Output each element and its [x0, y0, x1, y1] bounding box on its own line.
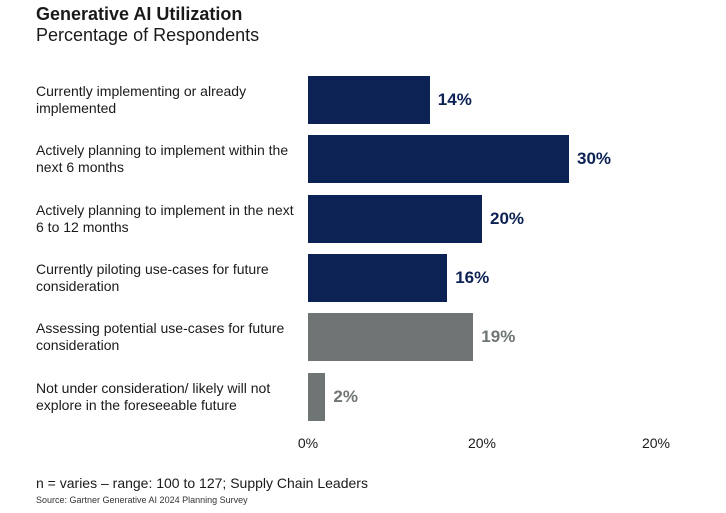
category-label: Not under consideration/ likely will not…	[36, 379, 271, 413]
x-tick-label: 20%	[641, 435, 671, 451]
bar	[308, 194, 482, 243]
value-label: 20%	[490, 208, 525, 228]
chart-title: Generative AI Utilization	[36, 4, 243, 24]
bar	[308, 253, 448, 302]
source: Source: Gartner Generative AI 2024 Plann…	[36, 495, 248, 505]
value-label: 19%	[481, 327, 516, 347]
value-label: 2%	[333, 386, 358, 406]
footnote: n = varies – range: 100 to 127; Supply C…	[36, 475, 368, 491]
value-label: 30%	[577, 149, 612, 169]
category-label: Actively planning to implement in the ne…	[36, 201, 294, 235]
category-label: Currently piloting use-cases for future …	[36, 260, 269, 294]
bar	[308, 372, 326, 421]
category-label: Assessing potential use-cases for future…	[36, 320, 285, 354]
x-tick-label: 20%	[467, 435, 497, 451]
value-label: 14%	[437, 90, 472, 109]
bar	[308, 76, 430, 124]
category-label: Actively planning to implement within th…	[36, 142, 289, 176]
bar	[308, 135, 569, 184]
category-label: Currently implementing or already implem…	[36, 83, 247, 116]
x-tick-label: 0%	[297, 435, 319, 451]
value-label: 16%	[455, 267, 490, 287]
chart-subtitle: Percentage of Respondents	[36, 25, 260, 45]
bar	[308, 313, 474, 362]
